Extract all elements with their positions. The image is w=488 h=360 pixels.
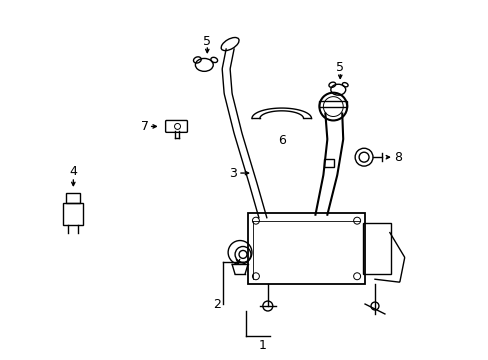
Bar (324, 159, 334, 167)
Text: 6: 6 (277, 134, 285, 147)
Bar (362, 223, 390, 274)
Text: 5: 5 (336, 61, 344, 75)
Text: 5: 5 (203, 35, 211, 48)
Text: 7: 7 (141, 120, 148, 133)
Bar (66, 193, 80, 203)
Polygon shape (251, 108, 311, 118)
Text: 3: 3 (229, 167, 237, 180)
Bar (63, 203, 83, 225)
Text: 4: 4 (69, 165, 77, 177)
Text: 8: 8 (393, 151, 401, 164)
Bar (247, 213, 365, 284)
Text: 2: 2 (213, 297, 221, 311)
Text: 1: 1 (258, 339, 266, 352)
Bar (319, 100, 346, 107)
